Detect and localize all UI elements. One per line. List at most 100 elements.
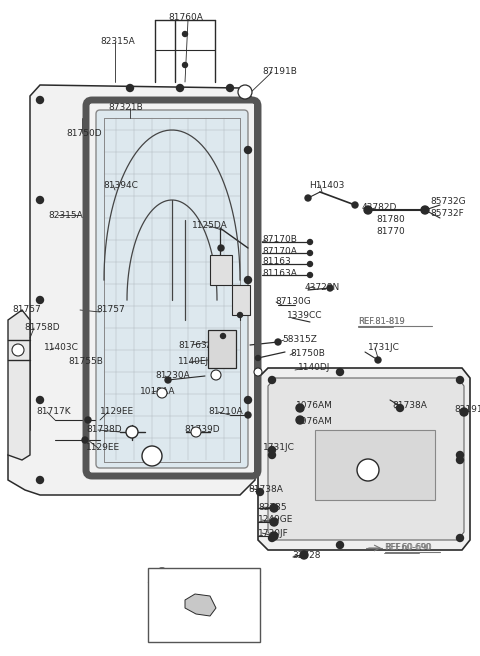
Bar [210, 255, 232, 285]
Circle shape [126, 426, 138, 438]
Circle shape [268, 535, 276, 541]
Circle shape [396, 405, 404, 411]
Text: 81750D: 81750D [66, 129, 102, 138]
Circle shape [142, 446, 162, 466]
Text: 1140EJ: 1140EJ [178, 358, 209, 367]
Circle shape [327, 285, 333, 291]
Circle shape [238, 85, 252, 99]
Text: H11403: H11403 [309, 180, 344, 190]
Circle shape [421, 206, 429, 214]
FancyBboxPatch shape [96, 110, 248, 468]
Text: 10410G: 10410G [198, 580, 240, 590]
Text: REF.60-690: REF.60-690 [384, 544, 431, 552]
Polygon shape [268, 378, 464, 540]
Bar [315, 430, 435, 500]
Text: 81738A: 81738A [392, 401, 427, 411]
Circle shape [36, 476, 44, 483]
Text: a: a [160, 571, 164, 579]
Bar [232, 285, 250, 315]
Circle shape [357, 459, 379, 481]
Circle shape [165, 377, 171, 383]
Circle shape [182, 62, 188, 68]
Circle shape [256, 489, 264, 495]
Circle shape [244, 396, 252, 403]
Circle shape [456, 535, 464, 541]
Text: 81230A: 81230A [155, 371, 190, 380]
Text: 85732F: 85732F [430, 209, 464, 218]
Text: 81163: 81163 [262, 258, 291, 266]
Text: 81760A: 81760A [168, 14, 203, 22]
Circle shape [127, 85, 133, 91]
Polygon shape [8, 310, 30, 460]
Circle shape [308, 251, 312, 255]
Text: 1731JC: 1731JC [368, 344, 400, 352]
Text: 81780: 81780 [376, 216, 405, 224]
Text: 32728: 32728 [292, 552, 321, 560]
Circle shape [270, 504, 278, 512]
Text: 82315A: 82315A [100, 37, 135, 47]
Text: 81717K: 81717K [36, 407, 71, 417]
Text: 1018AA: 1018AA [140, 388, 176, 396]
Circle shape [364, 206, 372, 214]
Text: 87191B: 87191B [262, 68, 297, 77]
Wedge shape [138, 430, 143, 434]
Circle shape [36, 396, 44, 403]
Circle shape [305, 195, 311, 201]
Circle shape [268, 377, 276, 384]
Circle shape [308, 262, 312, 266]
Circle shape [82, 437, 88, 443]
Text: 1140DJ: 1140DJ [298, 363, 330, 373]
Circle shape [296, 404, 304, 412]
Text: 1730JF: 1730JF [258, 529, 289, 537]
Polygon shape [185, 594, 216, 616]
Circle shape [375, 357, 381, 363]
Text: 1076AM: 1076AM [296, 401, 333, 411]
Circle shape [220, 333, 226, 338]
Circle shape [244, 146, 252, 154]
Text: 82735: 82735 [258, 502, 287, 512]
Circle shape [182, 31, 188, 37]
Polygon shape [8, 85, 255, 495]
Text: 11403C: 11403C [44, 344, 79, 352]
Text: 1129EE: 1129EE [100, 407, 134, 417]
Text: 81763A: 81763A [178, 340, 213, 350]
Circle shape [244, 276, 252, 283]
Circle shape [336, 369, 344, 375]
Text: 81738A: 81738A [248, 485, 283, 495]
Text: 81758D: 81758D [24, 323, 60, 333]
Circle shape [245, 412, 251, 418]
Circle shape [191, 427, 201, 437]
Text: 43782D: 43782D [362, 203, 397, 213]
Text: 1339CC: 1339CC [287, 310, 323, 319]
Circle shape [300, 551, 308, 559]
Text: 81210A: 81210A [208, 407, 243, 417]
Text: 87321B: 87321B [108, 104, 143, 112]
Circle shape [296, 416, 304, 424]
Circle shape [275, 339, 281, 345]
Text: 81757: 81757 [12, 306, 41, 314]
Text: 1076AM: 1076AM [296, 417, 333, 426]
Circle shape [85, 417, 91, 423]
Polygon shape [258, 368, 470, 550]
Text: 81163A: 81163A [262, 268, 297, 277]
Text: 87130G: 87130G [275, 298, 311, 306]
Circle shape [36, 96, 44, 104]
Circle shape [12, 344, 24, 356]
Circle shape [268, 447, 276, 453]
Circle shape [211, 370, 221, 380]
Text: 81739D: 81739D [184, 426, 220, 434]
Circle shape [308, 239, 312, 245]
Text: A: A [365, 465, 372, 475]
Text: 1249GE: 1249GE [258, 516, 293, 525]
Text: 85732G: 85732G [430, 197, 466, 207]
Circle shape [157, 388, 167, 398]
Bar [148, 568, 260, 642]
Circle shape [308, 272, 312, 277]
Text: REF.81-819: REF.81-819 [358, 318, 405, 327]
Circle shape [218, 245, 224, 251]
Circle shape [177, 85, 183, 91]
Circle shape [456, 451, 464, 459]
Text: 81750B: 81750B [290, 348, 325, 358]
Text: 81770: 81770 [376, 228, 405, 237]
Text: REF.60-690: REF.60-690 [385, 544, 432, 552]
